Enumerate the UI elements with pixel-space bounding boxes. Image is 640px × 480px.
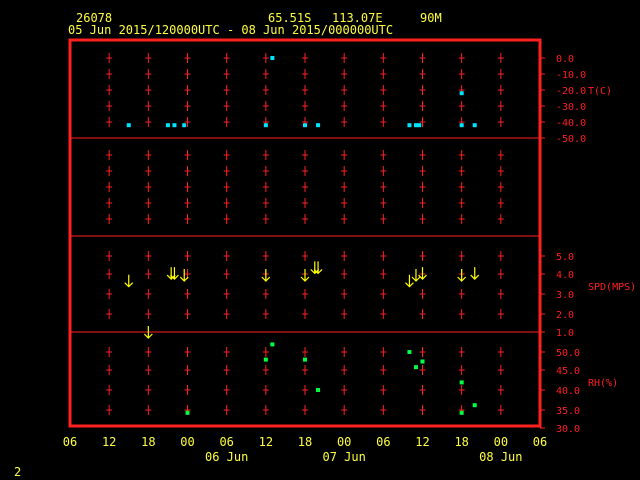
temperature-point [459, 123, 464, 128]
x-day-label: 08 Jun [479, 450, 522, 464]
rh-point [270, 342, 275, 347]
elevation: 90M [420, 11, 442, 25]
temperature-point [459, 91, 464, 96]
wind-arrow [470, 267, 480, 280]
y-axis-label: SPD(MPS) [588, 282, 636, 293]
x-tick-label: 12 [102, 435, 116, 449]
rh-point [303, 357, 307, 362]
wind-arrow [179, 269, 189, 282]
wind-arrow [261, 269, 271, 282]
y-tick-label: -10.0 [556, 70, 586, 81]
x-tick-label: 12 [415, 435, 429, 449]
rh-point [459, 410, 464, 415]
wind-arrow [457, 269, 467, 282]
y-tick-label: -50.0 [556, 134, 586, 145]
temperature-point [303, 123, 307, 128]
rh-point [472, 403, 477, 408]
y-axis-label: RH(%) [588, 378, 618, 389]
y-tick-label: 3.0 [556, 290, 574, 301]
wind-arrow [405, 274, 414, 288]
y-tick-label: 50.0 [556, 348, 580, 359]
x-tick-label: 18 [141, 435, 155, 449]
x-tick-label: 06 [63, 435, 77, 449]
temperature-point [417, 123, 422, 128]
y-tick-label: 1.0 [556, 328, 574, 339]
wind-arrow [313, 261, 323, 275]
y-tick-label: 30.0 [556, 424, 580, 435]
y-axis-label: T(C) [588, 86, 612, 97]
longitude: 113.07E [332, 11, 383, 25]
wind-arrow [411, 269, 421, 282]
wind-arrow [418, 267, 427, 280]
grid-crosses [106, 53, 504, 415]
wind-arrow [124, 274, 134, 288]
x-tick-label: 12 [259, 435, 273, 449]
y-tick-label: 5.0 [556, 252, 574, 263]
y-tick-label: 4.0 [556, 270, 574, 281]
wind-series [124, 261, 480, 339]
y-tick-label: 2.0 [556, 310, 574, 321]
x-tick-label: 00 [494, 435, 508, 449]
y-tick-label: 45.0 [556, 366, 580, 377]
x-tick-label: 18 [298, 435, 312, 449]
station-id: 26078 [76, 11, 113, 25]
wind-arrow [143, 326, 153, 339]
rh-point [407, 350, 412, 354]
wind-arrow [170, 267, 179, 280]
rh-point [459, 380, 464, 385]
rh-point [413, 365, 418, 370]
rh-series [185, 342, 477, 415]
y-tick-label: -20.0 [556, 86, 586, 97]
x-tick-label: 06 [376, 435, 390, 449]
temperature-series [126, 56, 477, 128]
rh-point [420, 359, 425, 364]
x-tick-label: 06 [219, 435, 233, 449]
y-tick-label: -30.0 [556, 102, 586, 113]
x-tick-label: 06 [533, 435, 547, 449]
x-day-label: 06 Jun [205, 450, 248, 464]
page-number: 2 [14, 465, 22, 479]
temperature-point [316, 123, 321, 128]
temperature-point [472, 123, 477, 128]
y-tick-label: 0.0 [556, 54, 574, 65]
temperature-point [172, 123, 177, 128]
rh-point [263, 357, 268, 362]
temperature-point [263, 123, 268, 128]
time-range: 05 Jun 2015/120000UTC - 08 Jun 2015/0000… [68, 23, 394, 37]
wind-arrow [300, 269, 310, 282]
y-axes: 0.0 -10.0 -20.0 -30.0 -40.0 -50.0 T(C) 5.0 4.0 3.… [540, 54, 636, 435]
rh-point [316, 388, 321, 392]
y-tick-label: 40.0 [556, 386, 580, 397]
y-tick-label: 35.0 [556, 406, 580, 417]
x-tick-label: 18 [454, 435, 468, 449]
temperature-point [270, 56, 275, 60]
temperature-point [413, 123, 418, 128]
y-tick-label: -40.0 [556, 118, 586, 129]
x-tick-label: 00 [337, 435, 351, 449]
x-day-label: 07 Jun [322, 450, 365, 464]
x-tick-label: 00 [180, 435, 194, 449]
rh-point [185, 410, 190, 415]
temperature-point [182, 123, 187, 128]
chart-frame [68, 38, 542, 428]
latitude: 65.51S [268, 11, 312, 25]
temperature-point [165, 123, 170, 128]
temperature-point [126, 123, 131, 128]
temperature-point [407, 123, 412, 128]
